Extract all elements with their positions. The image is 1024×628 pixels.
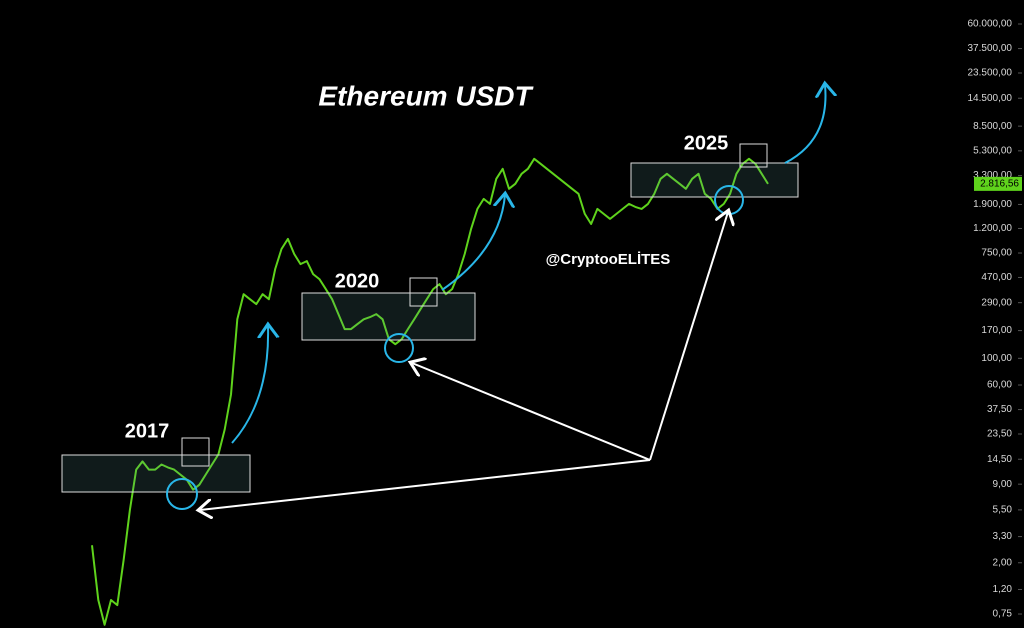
price-line bbox=[91, 157, 769, 626]
y-tick-label: 5.300,00 bbox=[973, 145, 1012, 156]
y-tick-label: 0,75 bbox=[993, 609, 1013, 620]
y-tick-label: 1.200,00 bbox=[973, 223, 1012, 234]
annotation: 2017 bbox=[125, 420, 170, 442]
y-tick-label: 37.500,00 bbox=[968, 43, 1013, 54]
y-tick-label: 14.500,00 bbox=[968, 93, 1013, 104]
y-tick-label: 23,50 bbox=[987, 429, 1012, 440]
y-tick-label: 100,00 bbox=[981, 353, 1012, 364]
y-tick-label: 3,30 bbox=[993, 531, 1013, 542]
pointer-arrow bbox=[649, 212, 728, 461]
last-price-tag bbox=[974, 176, 1022, 191]
curved-arrow bbox=[784, 85, 826, 164]
y-tick-label: 170,00 bbox=[981, 325, 1012, 336]
watermark: @CryptooELİTES bbox=[546, 251, 671, 268]
pointer-arrow bbox=[412, 363, 651, 461]
y-tick-label: 2,00 bbox=[993, 557, 1013, 568]
breakout-box bbox=[409, 277, 438, 307]
annotation: 2020 bbox=[335, 270, 380, 292]
curved-arrow bbox=[441, 195, 505, 291]
y-tick-label: 3.300,00 bbox=[973, 170, 1012, 181]
plot-area bbox=[91, 157, 769, 626]
zone-box bbox=[301, 292, 476, 341]
y-tick-label: 60,00 bbox=[987, 380, 1012, 391]
y-tick-label: 1.900,00 bbox=[973, 199, 1012, 210]
pointer-arrow bbox=[200, 459, 651, 510]
breakout-box bbox=[181, 437, 210, 467]
y-tick-label: 37,50 bbox=[987, 404, 1012, 415]
zone-box bbox=[630, 162, 799, 198]
y-tick-label: 14,50 bbox=[987, 454, 1012, 465]
zone-box bbox=[61, 454, 251, 493]
y-tick-label: 470,00 bbox=[981, 272, 1012, 283]
bottom-circle bbox=[384, 333, 414, 363]
chart-title: Ethereum USDT bbox=[318, 80, 534, 111]
y-tick-label: 5,50 bbox=[993, 505, 1013, 516]
annotation: 2025 bbox=[684, 132, 729, 154]
curved-arrow bbox=[231, 326, 268, 444]
y-tick-label: 9,00 bbox=[993, 479, 1013, 490]
y-tick-label: 8.500,00 bbox=[973, 121, 1012, 132]
y-tick-label: 1,20 bbox=[993, 584, 1013, 595]
last-price-label: 2.816,56 bbox=[980, 179, 1019, 190]
breakout-box bbox=[739, 143, 768, 168]
y-tick-label: 23.500,00 bbox=[968, 68, 1013, 79]
bottom-circle bbox=[166, 478, 198, 510]
y-tick-label: 290,00 bbox=[981, 297, 1012, 308]
y-tick-label: 60.000,00 bbox=[968, 19, 1013, 30]
y-tick-label: 750,00 bbox=[981, 248, 1012, 259]
